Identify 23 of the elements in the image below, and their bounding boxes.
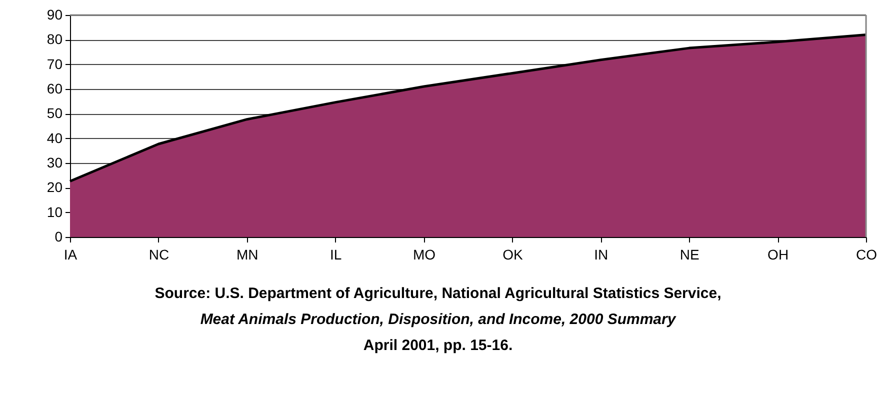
x-tick-label: NC bbox=[148, 246, 170, 262]
x-tick-label: IL bbox=[330, 246, 342, 262]
y-tick-label: 80 bbox=[46, 31, 63, 48]
x-tick-label: NE bbox=[680, 246, 700, 262]
y-tick-label: 10 bbox=[46, 204, 63, 220]
x-tick-label: IN bbox=[594, 246, 608, 262]
text: April 2001, pp. 15-16. bbox=[363, 337, 513, 354]
y-tick-label: 60 bbox=[46, 80, 63, 96]
y-tick-label: 40 bbox=[46, 130, 63, 146]
y-tick-label: 50 bbox=[46, 105, 63, 122]
x-tick-label: IA bbox=[64, 246, 78, 262]
y-tick-label: 20 bbox=[46, 179, 63, 196]
y-tick-label: 70 bbox=[46, 56, 63, 72]
y-tick-label: 0 bbox=[54, 228, 63, 244]
x-tick-label: MN bbox=[236, 246, 258, 262]
text: Meat Animals Production, Disposition, and Income, 2000 Summary bbox=[200, 311, 676, 328]
source-note: Source: U.S. Department of Agriculture, National Agricultural Statistics Service, bbox=[154, 285, 722, 302]
x-tick-label: CO bbox=[856, 246, 878, 262]
x-tick-label: OK bbox=[502, 246, 524, 262]
x-tick-label: OH bbox=[768, 246, 789, 262]
y-tick-label: 90 bbox=[46, 6, 63, 22]
x-tick-label: MO bbox=[412, 246, 436, 262]
y-tick-label: 30 bbox=[46, 154, 63, 170]
